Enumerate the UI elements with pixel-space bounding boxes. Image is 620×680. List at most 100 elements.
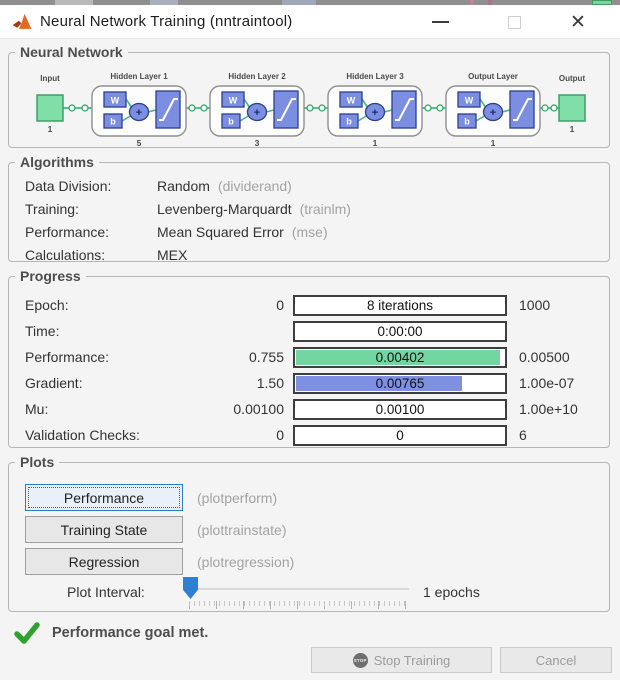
progress-label: Gradient:: [25, 375, 83, 391]
algorithm-row: Performance: Mean Squared Error (mse): [25, 220, 609, 243]
svg-text:5: 5: [137, 138, 142, 148]
svg-text:3: 3: [255, 138, 260, 148]
slider-ticks: [189, 601, 407, 606]
progress-section-title: Progress: [20, 268, 81, 284]
progress-row: Validation Checks: 0 0 6: [25, 422, 609, 448]
algorithms-section-title: Algorithms: [20, 154, 94, 170]
algorithm-value: MEX: [157, 246, 188, 263]
progress-row: Time: 0:00:00: [25, 318, 609, 344]
progress-bar: 0: [293, 424, 507, 446]
progress-label: Time:: [25, 323, 60, 339]
svg-text:b: b: [110, 117, 116, 127]
progress-row: Mu: 0.00100 0.00100 1.00e+10: [25, 396, 609, 422]
svg-text:1: 1: [491, 138, 496, 148]
svg-text:1: 1: [373, 138, 378, 148]
progress-bar: 0.00765: [293, 372, 507, 394]
algorithm-value: Levenberg-Marquardt: [157, 200, 292, 217]
titlebar: Neural Network Training (nntraintool) ✕: [0, 5, 620, 39]
strip-segment: [282, 0, 316, 5]
strip-segment: [150, 0, 178, 5]
progress-bar: 0:00:00: [293, 320, 507, 342]
plot-button-regression[interactable]: Regression: [25, 548, 183, 575]
progress-row: Performance: 0.755 0.00402 0.00500: [25, 344, 609, 370]
svg-text:b: b: [228, 117, 234, 127]
progress-min-value: 0.00100: [233, 401, 284, 417]
plot-button-row: Training State (plottrainstate): [25, 516, 286, 543]
progress-max-value: 1000: [519, 297, 551, 313]
progress-min-value: 0.755: [248, 349, 284, 365]
svg-text:Output Layer: Output Layer: [468, 72, 518, 81]
progress-label: Performance:: [25, 349, 110, 365]
plot-interval-label: Plot Interval:: [67, 584, 145, 600]
matlab-icon: [12, 12, 32, 32]
svg-text:1: 1: [48, 124, 53, 134]
plot-function-name: (plottrainstate): [197, 521, 287, 538]
svg-text:b: b: [346, 117, 352, 127]
close-icon: ✕: [570, 11, 586, 33]
svg-text:W: W: [111, 96, 120, 106]
svg-text:W: W: [465, 96, 474, 106]
algorithm-row: Calculations: MEX: [25, 243, 609, 266]
progress-bar-value: 0: [396, 427, 404, 443]
progress-max-value: 1.00e-07: [519, 375, 575, 391]
progress-bar: 0.00100: [293, 398, 507, 420]
plot-button-performance[interactable]: Performance: [25, 484, 183, 511]
status-row: Performance goal met.: [14, 622, 208, 644]
check-icon: [14, 622, 40, 644]
close-button[interactable]: ✕: [556, 5, 600, 39]
svg-text:1: 1: [570, 124, 575, 134]
algorithm-label: Data Division:: [25, 177, 112, 194]
progress-row: Epoch: 0 8 iterations 1000: [25, 292, 609, 318]
neural-network-section-title: Neural Network: [20, 44, 123, 60]
svg-text:Input: Input: [40, 74, 60, 83]
window-title: Neural Network Training (nntraintool): [40, 13, 293, 30]
slider-track[interactable]: [187, 588, 409, 590]
svg-text:Hidden Layer 3: Hidden Layer 3: [346, 72, 404, 81]
strip-segment: [55, 0, 93, 5]
svg-text:Output: Output: [559, 74, 586, 83]
progress-section: Progress Epoch: 0 8 iterations 1000 Time: 0:0…: [8, 268, 610, 448]
algorithm-row: Training: Levenberg-Marquardt (trainlm): [25, 197, 609, 220]
cancel-button[interactable]: Cancel: [500, 647, 612, 673]
minimize-button[interactable]: [418, 5, 462, 39]
plot-function-name: (plotperform): [197, 489, 278, 506]
plot-interval-row: Plot Interval: 1 epochs: [9, 576, 611, 620]
progress-bar-fill: [296, 375, 463, 391]
plot-interval-slider[interactable]: [179, 576, 411, 609]
algorithm-function: (trainlm): [299, 200, 351, 217]
plot-button-training-state[interactable]: Training State: [25, 516, 183, 543]
progress-min-value: 0: [276, 427, 284, 443]
progress-max-value: 1.00e+10: [519, 401, 578, 417]
strip-segment: [470, 0, 474, 5]
progress-bar-value: 0.00402: [375, 349, 425, 365]
maximize-button[interactable]: [492, 5, 536, 39]
progress-label: Validation Checks:: [25, 427, 140, 443]
plot-button-row: Performance (plotperform): [25, 484, 277, 511]
algorithm-label: Training:: [25, 200, 79, 217]
algorithm-function: (dividerand): [217, 177, 292, 194]
svg-text:Hidden Layer 1: Hidden Layer 1: [110, 72, 168, 81]
algorithms-section: Algorithms Data Division: Random (dividera…: [8, 154, 610, 263]
maximize-icon: [507, 15, 521, 29]
plot-button-row: Regression (plotregression): [25, 548, 294, 575]
slider-thumb[interactable]: [183, 577, 198, 599]
svg-text:+: +: [372, 107, 378, 119]
progress-bar-value: 0:00:00: [377, 323, 423, 339]
background-window-edge: [0, 0, 620, 5]
strip-green-accent: [592, 0, 612, 5]
progress-max-value: 0.00500: [519, 349, 570, 365]
stop-training-button[interactable]: STOP Stop Training: [311, 647, 492, 673]
progress-bar-value: 0.00100: [375, 401, 425, 417]
plots-section-title: Plots: [20, 454, 55, 470]
progress-label: Epoch:: [25, 297, 69, 313]
progress-bar: 0.00402: [293, 346, 507, 368]
stop-training-label: Stop Training: [373, 652, 451, 668]
algorithm-function: (mse): [291, 223, 328, 240]
svg-text:b: b: [464, 117, 470, 127]
plot-interval-value: 1 epochs: [423, 584, 480, 600]
progress-label: Mu:: [25, 401, 49, 417]
progress-bar-fill: [296, 349, 500, 365]
svg-text:+: +: [136, 107, 142, 119]
